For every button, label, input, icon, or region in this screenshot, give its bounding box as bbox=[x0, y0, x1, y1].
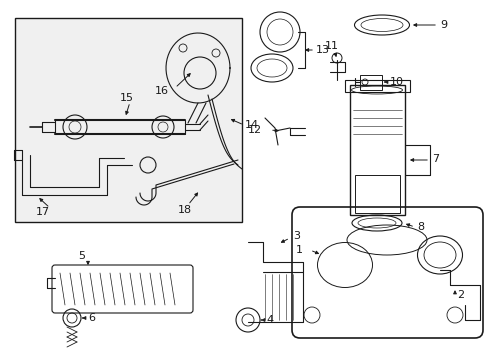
Bar bbox=[15, 18, 242, 222]
Text: 4: 4 bbox=[265, 315, 273, 325]
Text: 13: 13 bbox=[315, 45, 329, 55]
Text: 12: 12 bbox=[247, 125, 262, 135]
Text: 9: 9 bbox=[439, 20, 446, 30]
Bar bbox=[345, 80, 409, 92]
Text: 15: 15 bbox=[120, 93, 134, 103]
Text: 18: 18 bbox=[178, 205, 192, 215]
Text: 2: 2 bbox=[456, 290, 463, 300]
Text: 3: 3 bbox=[292, 231, 299, 241]
Text: 8: 8 bbox=[416, 222, 423, 232]
Text: 10: 10 bbox=[389, 77, 403, 87]
Text: 11: 11 bbox=[325, 41, 338, 51]
Text: 14: 14 bbox=[244, 120, 259, 130]
Bar bbox=[359, 75, 381, 90]
Text: 16: 16 bbox=[155, 86, 169, 96]
Text: 7: 7 bbox=[431, 154, 438, 164]
Text: 1: 1 bbox=[295, 245, 303, 255]
Text: 17: 17 bbox=[36, 207, 50, 217]
Text: 6: 6 bbox=[88, 313, 95, 323]
Bar bbox=[354, 175, 399, 213]
Bar bbox=[349, 85, 404, 215]
Text: 5: 5 bbox=[78, 251, 85, 261]
